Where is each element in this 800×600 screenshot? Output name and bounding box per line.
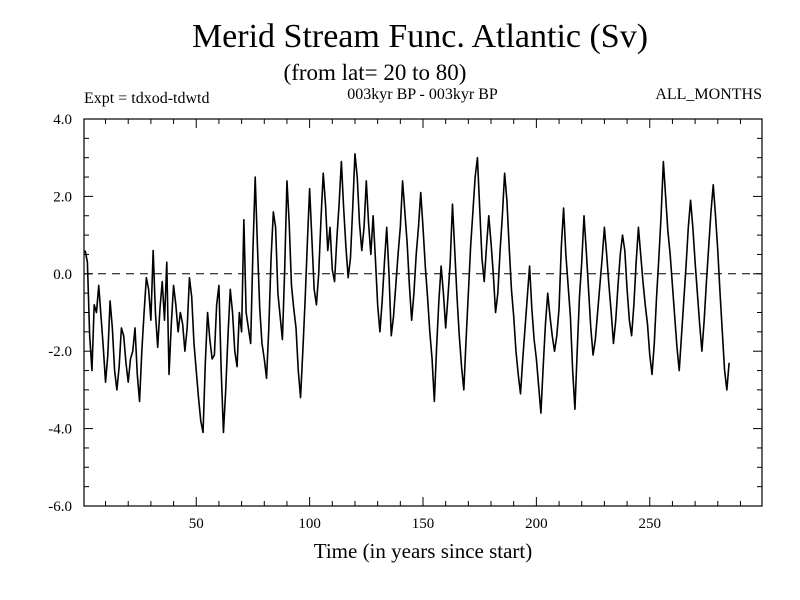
period-label: 003kyr BP - 003kyr BP bbox=[347, 86, 498, 103]
axis-ticks bbox=[84, 118, 762, 507]
chart-title: Merid Stream Func. Atlantic (Sv) bbox=[191, 18, 649, 55]
experiment-label: Expt = tdxod-tdwtd bbox=[84, 90, 210, 107]
y-tick-label: -4.0 bbox=[48, 422, 72, 438]
x-tick-label: 100 bbox=[298, 516, 321, 532]
y-tick-label: 4.0 bbox=[53, 112, 72, 128]
chart-subtitle: (from lat= 20 to 80) bbox=[283, 60, 467, 85]
y-tick-label: 0.0 bbox=[53, 267, 72, 283]
axis-tick-labels: 50 100 150 200 250 -6.0 -4.0 -2.0 0.0 2.0 4.0 bbox=[48, 112, 661, 532]
x-tick-label: 250 bbox=[639, 516, 662, 532]
x-tick-label: 50 bbox=[189, 516, 204, 532]
y-tick-label: -2.0 bbox=[48, 344, 72, 360]
x-tick-label: 200 bbox=[525, 516, 548, 532]
y-tick-label: -6.0 bbox=[48, 499, 72, 515]
series-line bbox=[84, 153, 730, 434]
y-tick-label: 2.0 bbox=[53, 189, 72, 205]
x-tick-label: 150 bbox=[412, 516, 435, 532]
months-label: ALL_MONTHS bbox=[655, 86, 762, 103]
plot-frame bbox=[83, 118, 763, 507]
x-axis-label: Time (in years since start) bbox=[314, 539, 533, 563]
